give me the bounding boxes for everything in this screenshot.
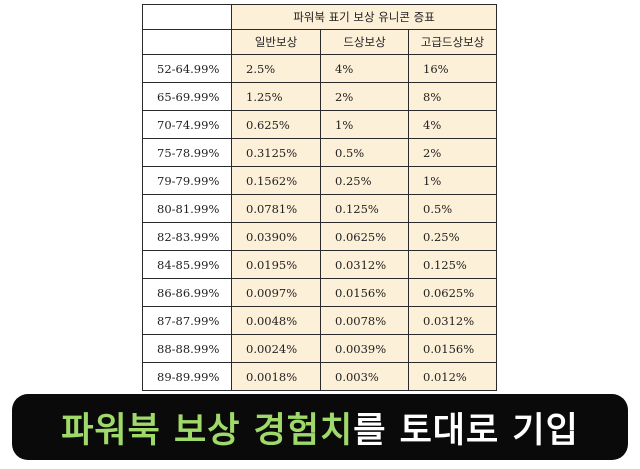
range-cell: 89-89.99% — [142, 362, 232, 391]
range-cell: 80-81.99% — [142, 194, 232, 223]
table-row: 75-78.99% 0.3125% 0.5% 2% — [142, 138, 497, 167]
value-cell: 0.0024% — [231, 334, 321, 363]
value-cell: 0.125% — [408, 250, 497, 279]
value-cell: 0.0625% — [408, 278, 497, 307]
value-cell: 0.012% — [408, 362, 497, 391]
value-cell: 0.003% — [320, 362, 409, 391]
value-cell: 0.0312% — [408, 306, 497, 335]
value-cell: 8% — [408, 82, 497, 111]
corner-cell — [142, 29, 232, 55]
value-cell: 0.0018% — [231, 362, 321, 391]
range-cell: 87-87.99% — [142, 306, 232, 335]
value-cell: 4% — [408, 110, 497, 139]
table-title-row: 파워북 표기 보상 유니콘 증표 — [142, 4, 497, 30]
table-row: 80-81.99% 0.0781% 0.125% 0.5% — [142, 194, 497, 223]
value-cell: 2% — [408, 138, 497, 167]
table-row: 84-85.99% 0.0195% 0.0312% 0.125% — [142, 250, 497, 279]
value-cell: 0.1562% — [231, 166, 321, 195]
banner-rest-text: 를 토대로 기입 — [353, 410, 579, 451]
value-cell: 0.25% — [408, 222, 497, 251]
value-cell: 0.3125% — [231, 138, 321, 167]
table-row: 65-69.99% 1.25% 2% 8% — [142, 82, 497, 111]
table-row: 52-64.99% 2.5% 4% 16% — [142, 54, 497, 83]
column-header-advanced-drop: 고급드상보상 — [408, 29, 497, 55]
value-cell: 0.25% — [320, 166, 409, 195]
value-cell: 4% — [320, 54, 409, 83]
range-cell: 79-79.99% — [142, 166, 232, 195]
value-cell: 0.0156% — [408, 334, 497, 363]
table-row: 87-87.99% 0.0048% 0.0078% 0.0312% — [142, 306, 497, 335]
value-cell: 0.0625% — [320, 222, 409, 251]
table-header-row: 일반보상 드상보상 고급드상보상 — [142, 29, 497, 55]
table-title: 파워북 표기 보상 유니콘 증표 — [231, 4, 497, 30]
value-cell: 0.0312% — [320, 250, 409, 279]
value-cell: 16% — [408, 54, 497, 83]
table-row: 82-83.99% 0.0390% 0.0625% 0.25% — [142, 222, 497, 251]
range-cell: 70-74.99% — [142, 110, 232, 139]
value-cell: 1% — [320, 110, 409, 139]
table-row: 70-74.99% 0.625% 1% 4% — [142, 110, 497, 139]
value-cell: 0.625% — [231, 110, 321, 139]
table-row: 79-79.99% 0.1562% 0.25% 1% — [142, 166, 497, 195]
range-cell: 65-69.99% — [142, 82, 232, 111]
caption-banner: 파워북 보상 경험치 를 토대로 기입 — [12, 394, 628, 460]
banner-highlight-text: 파워북 보상 경험치 — [61, 410, 354, 451]
range-cell: 52-64.99% — [142, 54, 232, 83]
column-header-drop: 드상보상 — [320, 29, 409, 55]
range-cell: 86-86.99% — [142, 278, 232, 307]
reward-table: 파워북 표기 보상 유니콘 증표 일반보상 드상보상 고급드상보상 52-64.… — [142, 4, 497, 391]
value-cell: 0.0156% — [320, 278, 409, 307]
corner-cell — [142, 4, 232, 30]
value-cell: 0.125% — [320, 194, 409, 223]
value-cell: 0.5% — [408, 194, 497, 223]
value-cell: 2% — [320, 82, 409, 111]
value-cell: 0.0097% — [231, 278, 321, 307]
range-cell: 75-78.99% — [142, 138, 232, 167]
value-cell: 0.0781% — [231, 194, 321, 223]
value-cell: 0.0390% — [231, 222, 321, 251]
range-cell: 84-85.99% — [142, 250, 232, 279]
value-cell: 0.5% — [320, 138, 409, 167]
range-cell: 82-83.99% — [142, 222, 232, 251]
table-row: 88-88.99% 0.0024% 0.0039% 0.0156% — [142, 334, 497, 363]
table-row: 86-86.99% 0.0097% 0.0156% 0.0625% — [142, 278, 497, 307]
value-cell: 0.0048% — [231, 306, 321, 335]
value-cell: 0.0195% — [231, 250, 321, 279]
range-cell: 88-88.99% — [142, 334, 232, 363]
value-cell: 0.0039% — [320, 334, 409, 363]
value-cell: 1.25% — [231, 82, 321, 111]
value-cell: 2.5% — [231, 54, 321, 83]
table-row: 89-89.99% 0.0018% 0.003% 0.012% — [142, 362, 497, 391]
column-header-normal: 일반보상 — [231, 29, 321, 55]
reward-table-container: 파워북 표기 보상 유니콘 증표 일반보상 드상보상 고급드상보상 52-64.… — [142, 4, 497, 391]
value-cell: 1% — [408, 166, 497, 195]
value-cell: 0.0078% — [320, 306, 409, 335]
